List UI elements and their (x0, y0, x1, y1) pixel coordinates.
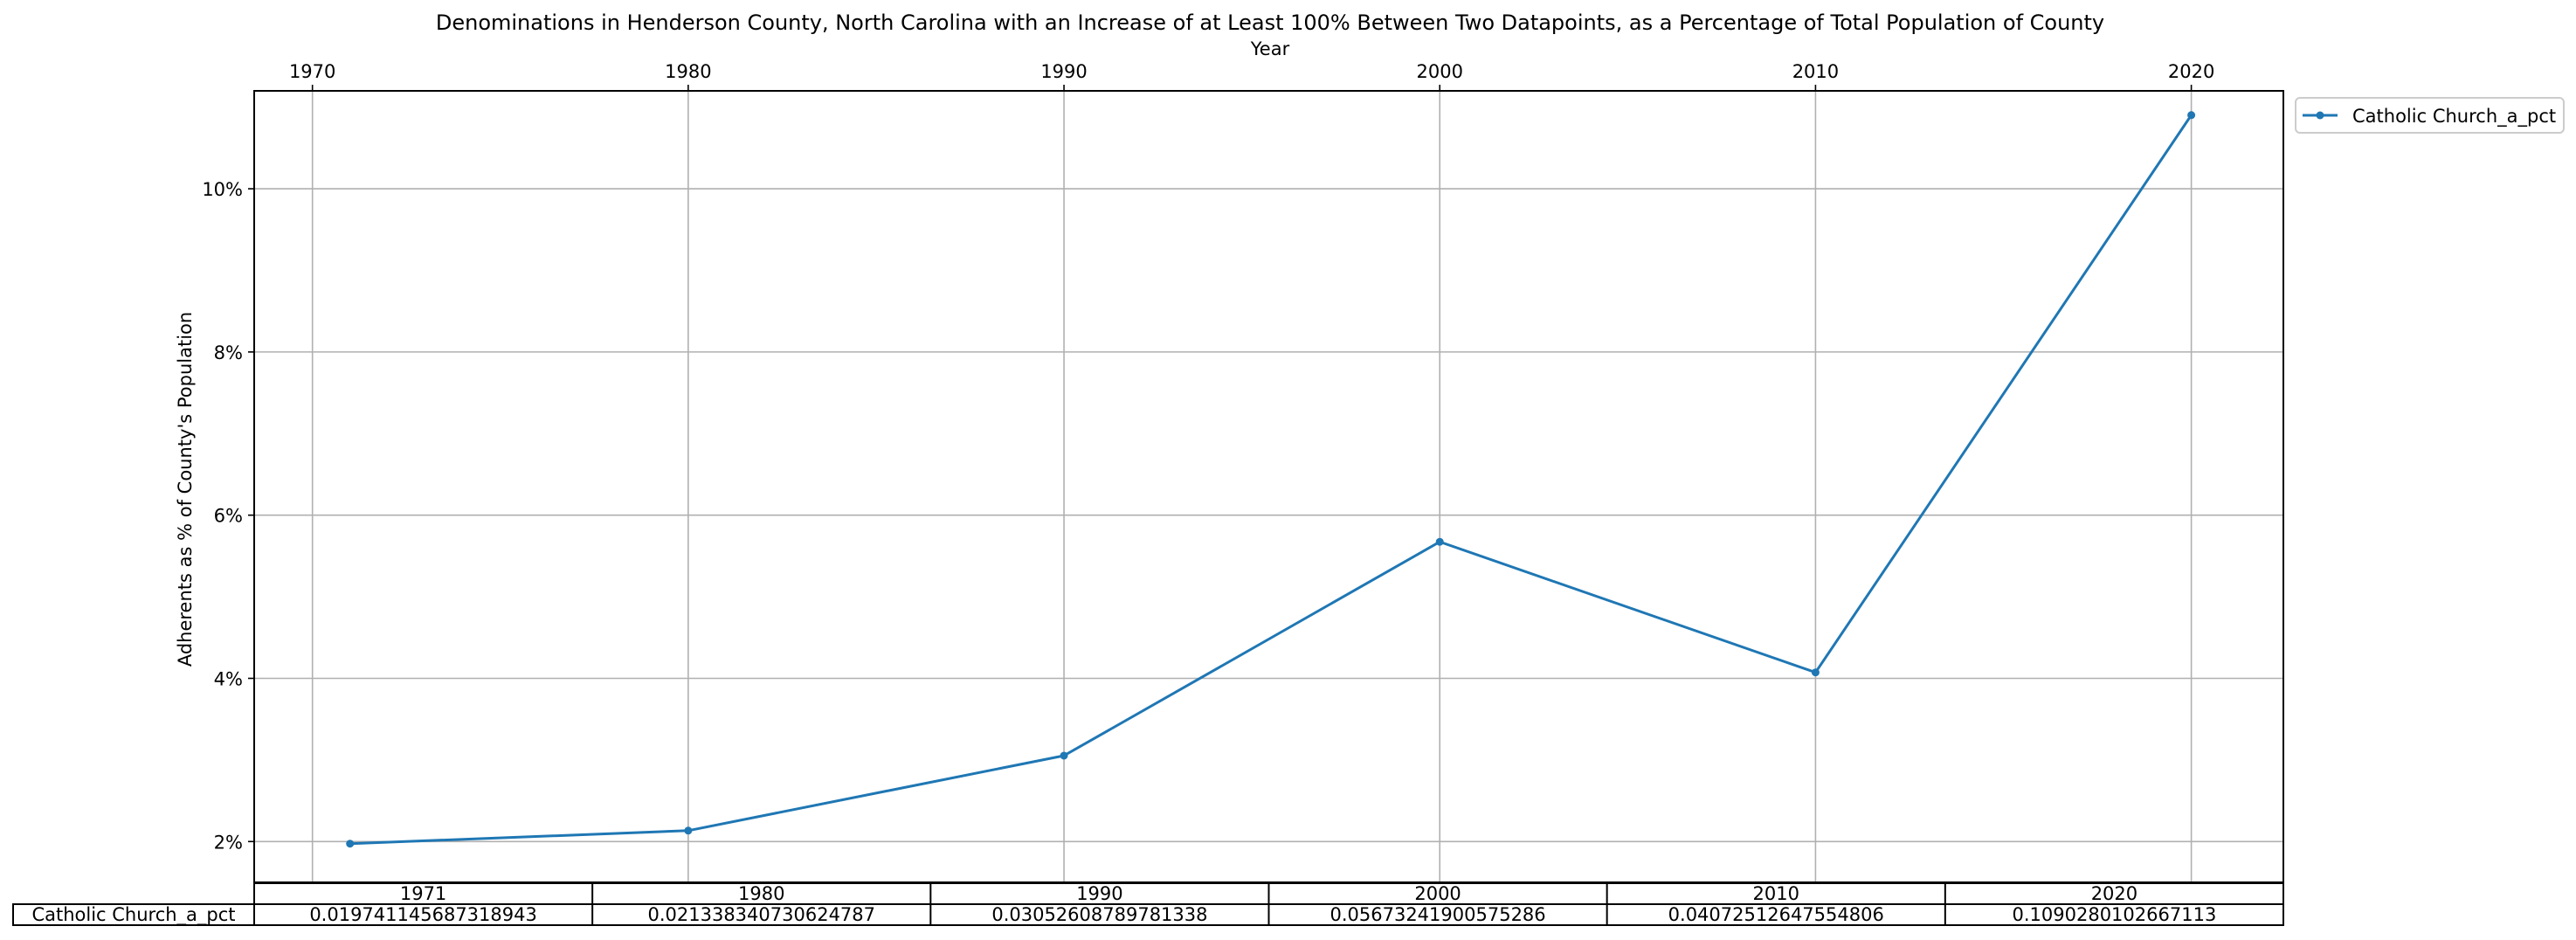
table-cell: 0.019741145687318943 (309, 904, 537, 925)
y-tick-label: 6% (214, 506, 243, 527)
plot-area-frame (253, 90, 2284, 883)
data-point (2187, 111, 2196, 120)
data-point (1060, 751, 1068, 760)
table-row-label-cell (12, 903, 255, 926)
data-point (1811, 668, 1820, 677)
x-tick-label: 2010 (1792, 61, 1839, 82)
table-header-cell: 2020 (2091, 883, 2137, 904)
table-cell: 0.021338340730624787 (647, 904, 875, 925)
table-cell: 0.04072512647554806 (1668, 904, 1884, 925)
legend-label-catholic-church: Catholic Church_a_pct (2352, 106, 2556, 128)
data-point (1435, 537, 1444, 546)
table-cell: 0.05673241900575286 (1329, 904, 1545, 925)
y-tick-label: 2% (214, 832, 243, 853)
x-tick-label: 1970 (289, 61, 335, 82)
legend-box (2295, 97, 2565, 134)
y-axis-ticks: 2% 4% 6% 8% 10% (202, 179, 254, 853)
chart-title: Denominations in Henderson County, North… (436, 10, 2104, 35)
table-header-cell: 2000 (1414, 883, 1461, 904)
x-axis-ticks: 1970 1980 1990 2000 2010 2020 (289, 61, 2214, 91)
y-tick-label: 10% (202, 179, 243, 200)
table-cell: 0.1090280102667113 (2013, 904, 2217, 925)
table-header-cell: 1971 (400, 883, 446, 904)
x-tick-label: 1980 (665, 61, 711, 82)
table-header-cell: 1980 (738, 883, 784, 904)
x-axis-label: Year (1250, 38, 1290, 59)
x-tick-label: 2000 (1417, 61, 1463, 82)
data-point (346, 840, 355, 848)
series-layer (346, 111, 2196, 848)
table-cell: 0.03052608789781338 (991, 904, 1207, 925)
table-row-label: Catholic Church_a_pct (31, 904, 235, 926)
x-tick-label: 1990 (1040, 61, 1087, 82)
legend-marker-catholic-church (2316, 111, 2324, 120)
table-header-cell: 2010 (1753, 883, 1799, 904)
series-line-catholic-church (349, 114, 2193, 846)
y-tick-label: 4% (214, 668, 243, 689)
x-tick-label: 2020 (2168, 61, 2214, 82)
data-table: 1971 1980 1990 2000 2010 2020 Catholic Church_… (12, 882, 2284, 926)
gridlines (254, 91, 2283, 882)
table-header-cell: 1990 (1076, 883, 1122, 904)
y-axis-label: Adherents as % of County's Population (175, 312, 196, 667)
legend: Catholic Church_a_pct (2295, 97, 2565, 134)
data-point (684, 826, 693, 835)
y-tick-label: 8% (214, 342, 243, 363)
